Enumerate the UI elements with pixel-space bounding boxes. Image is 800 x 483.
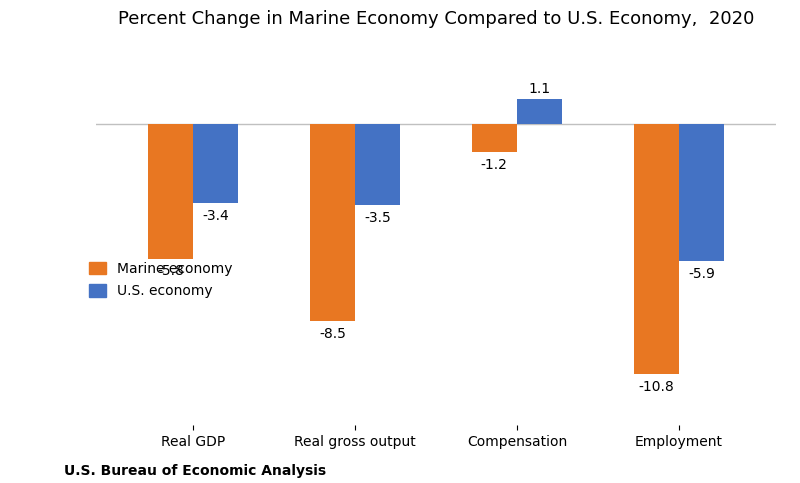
Bar — [634, 125, 679, 374]
Text: -10.8: -10.8 — [638, 380, 674, 394]
Text: -1.2: -1.2 — [481, 158, 508, 172]
Bar — [193, 125, 238, 203]
Text: -3.5: -3.5 — [364, 211, 391, 225]
Bar — [679, 125, 724, 261]
Text: 1.1: 1.1 — [529, 82, 550, 96]
Text: U.S. Bureau of Economic Analysis: U.S. Bureau of Economic Analysis — [64, 464, 326, 478]
Bar — [472, 125, 517, 152]
Title: Percent Change in Marine Economy Compared to U.S. Economy,  2020: Percent Change in Marine Economy Compare… — [118, 10, 754, 28]
Legend: Marine economy, U.S. economy: Marine economy, U.S. economy — [90, 262, 233, 298]
Text: -8.5: -8.5 — [319, 327, 346, 341]
Bar — [517, 99, 562, 125]
Text: -5.8: -5.8 — [157, 264, 184, 278]
Text: -3.4: -3.4 — [202, 209, 229, 223]
Bar — [148, 125, 193, 258]
Text: -5.9: -5.9 — [688, 267, 715, 281]
Bar — [310, 125, 355, 321]
Bar — [355, 125, 400, 205]
